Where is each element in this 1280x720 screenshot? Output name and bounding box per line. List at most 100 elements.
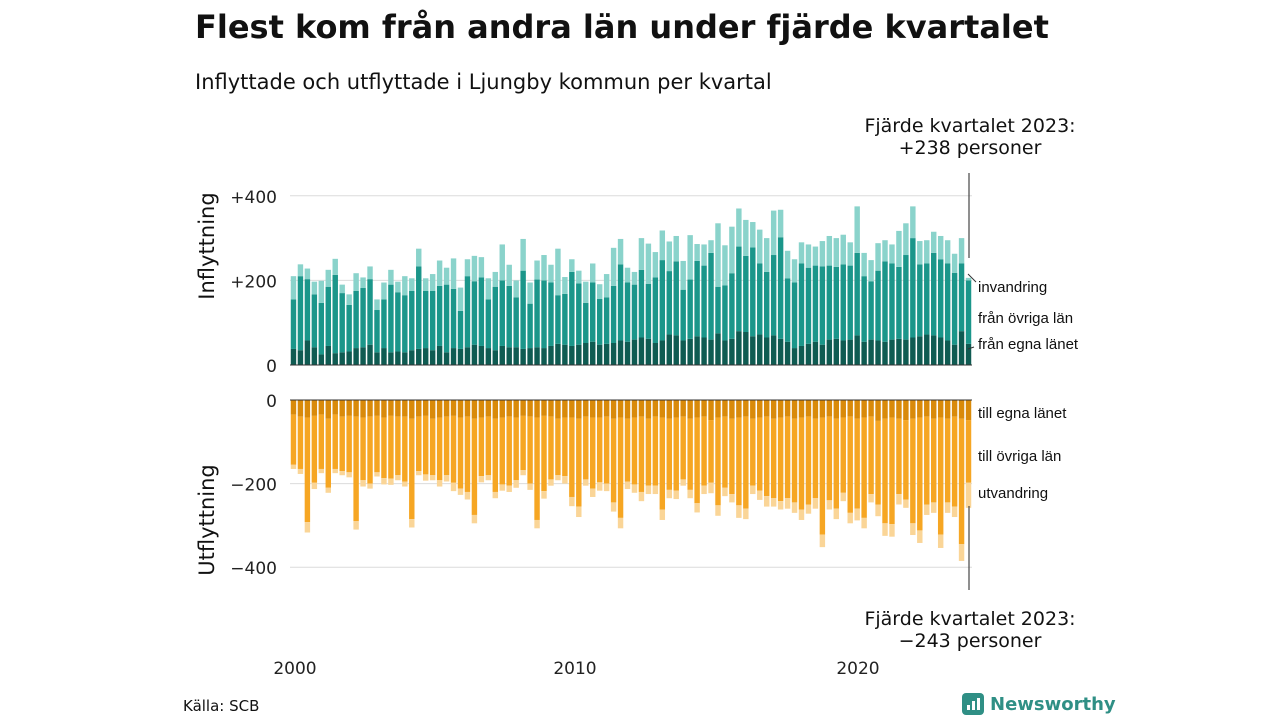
bar-inflow-invandring [868, 260, 874, 282]
series-labels: från egna länet från övriga län invandring… [967, 273, 1079, 502]
bar-inflow-egna [917, 336, 923, 365]
bar-outflow-utvandring [541, 491, 547, 499]
bar-outflow-ovriga [402, 416, 408, 482]
bar-inflow-invandring [763, 238, 770, 272]
bar-outflow-ovriga [750, 418, 756, 486]
bar-inflow-egna [903, 339, 909, 365]
bar-inflow-invandring [750, 222, 756, 248]
bar-outflow-utvandring [736, 505, 742, 518]
bar-inflow-invandring [882, 240, 888, 262]
bar-inflow-ovriga [937, 259, 944, 338]
bar-outflow-utvandring [826, 500, 833, 510]
bar-inflow-egna [457, 348, 464, 365]
bar-outflow-ovriga [652, 416, 659, 486]
axes: 0 +200 +400 0 −200 −400 Inflyttning Utflyttning… [195, 188, 972, 679]
bar-outflow-egna [541, 400, 547, 416]
bar-inflow-egna [388, 352, 394, 365]
bar-inflow-invandring [889, 244, 895, 264]
bar-inflow-egna [965, 343, 972, 365]
bar-outflow-egna [819, 400, 826, 418]
bar-inflow-invandring [290, 276, 297, 300]
bar-outflow-ovriga [388, 415, 394, 479]
bar-outflow-egna [750, 400, 756, 419]
bar-outflow-ovriga [436, 417, 443, 481]
bar-inflow-egna [624, 341, 631, 365]
bar-outflow-utvandring [374, 472, 380, 477]
bar-inflow-egna [750, 336, 756, 365]
bar-inflow-egna [297, 350, 304, 365]
y-tick-label-bottom: 0 [266, 392, 277, 412]
bar-outflow-ovriga [297, 416, 304, 469]
bar-inflow-invandring [610, 247, 617, 286]
bar-inflow-ovriga [395, 292, 401, 352]
bar-inflow-ovriga [861, 276, 867, 342]
bar-outflow-utvandring [798, 509, 805, 520]
bar-inflow-egna [436, 345, 443, 365]
bar-outflow-egna [805, 400, 812, 417]
bar-outflow-utvandring [555, 475, 561, 481]
bar-outflow-utvandring [318, 468, 325, 474]
bar-outflow-ovriga [513, 417, 519, 481]
bar-inflow-invandring [596, 284, 603, 300]
bar-outflow-egna [882, 400, 888, 419]
bar-inflow-ovriga [513, 297, 519, 348]
bar-inflow-invandring [374, 299, 380, 311]
bar-inflow-egna [861, 341, 867, 365]
bar-outflow-utvandring [659, 509, 666, 520]
series-label-bottom: till övriga län [978, 448, 1061, 465]
bar-outflow-egna [917, 400, 923, 418]
bar-outflow-ovriga [520, 415, 526, 471]
bar-inflow-invandring [332, 258, 338, 275]
bar-outflow-utvandring [464, 491, 471, 500]
bar-inflow-ovriga [367, 279, 373, 345]
bar-inflow-invandring [729, 226, 735, 274]
bar-outflow-egna [840, 400, 846, 418]
bar-inflow-ovriga [840, 264, 846, 341]
bar-inflow-ovriga [318, 302, 325, 355]
bar-outflow-egna [506, 400, 512, 417]
bar-inflow-ovriga [360, 288, 366, 348]
bar-inflow-invandring [631, 271, 638, 285]
bar-inflow-ovriga [416, 266, 422, 349]
bar-outflow-egna [381, 400, 387, 418]
bar-inflow-invandring [548, 264, 554, 283]
bar-outflow-utvandring [409, 519, 415, 528]
bar-inflow-egna [826, 339, 833, 365]
bar-inflow-egna [694, 336, 700, 365]
y-axis-label-bottom: Utflyttning [195, 464, 219, 576]
bar-outflow-ovriga [763, 416, 770, 497]
bar-outflow-utvandring [805, 504, 812, 514]
bar-outflow-ovriga [937, 417, 944, 535]
bar-outflow-ovriga [318, 414, 325, 469]
bar-outflow-ovriga [631, 417, 638, 485]
bar-inflow-egna [791, 348, 798, 365]
bar-outflow-utvandring [471, 514, 478, 524]
bar-outflow-egna [422, 400, 429, 416]
bar-inflow-ovriga [944, 263, 951, 341]
bar-outflow-egna [708, 400, 714, 421]
label-leader [967, 273, 977, 283]
bar-inflow-ovriga [548, 282, 554, 346]
bar-inflow-invandring [715, 223, 721, 287]
bar-inflow-ovriga [812, 265, 819, 342]
bar-outflow-utvandring [603, 483, 610, 492]
bar-inflow-ovriga [833, 266, 840, 339]
bar-outflow-utvandring [694, 503, 700, 513]
bar-inflow-invandring [951, 253, 958, 273]
bar-outflow-ovriga [478, 417, 485, 477]
bar-outflow-utvandring [548, 479, 554, 486]
bar-outflow-utvandring [443, 475, 450, 482]
bar-outflow-egna [798, 400, 805, 418]
bar-outflow-utvandring [311, 482, 318, 490]
bar-outflow-ovriga [910, 418, 916, 524]
bar-outflow-utvandring [583, 479, 589, 486]
bar-inflow-invandring [791, 259, 798, 283]
bar-outflow-ovriga [777, 417, 784, 502]
bar-inflow-ovriga [875, 270, 881, 341]
bar-outflow-utvandring [513, 480, 519, 488]
bar-inflow-egna [812, 341, 819, 365]
bar-inflow-egna [701, 337, 707, 365]
bar-outflow-egna [297, 400, 304, 417]
bar-inflow-invandring [673, 235, 679, 262]
bar-inflow-ovriga [332, 274, 338, 354]
